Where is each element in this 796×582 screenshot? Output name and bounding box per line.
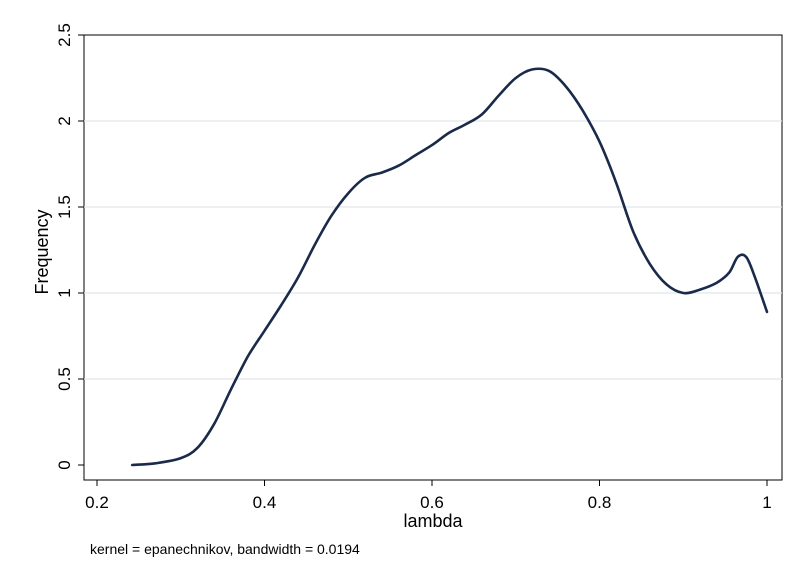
y-tick-label: 1: [55, 288, 74, 297]
x-tick-label: 0.2: [85, 493, 109, 512]
density-line: [130, 67, 769, 467]
y-axis-title: Frequency: [32, 209, 52, 294]
x-tick-label: 1: [762, 493, 771, 512]
x-tick-label: 0.8: [588, 493, 612, 512]
x-tick-label: 0.6: [420, 493, 444, 512]
x-axis-title: lambda: [403, 511, 463, 531]
y-tick-label: 0.5: [55, 367, 74, 391]
gridlines: [84, 120, 782, 380]
y-tick-label: 2.5: [55, 23, 74, 47]
x-tick-label: 0.4: [253, 493, 277, 512]
plot-area: [83, 34, 783, 481]
kernel-note: kernel = epanechnikov, bandwidth = 0.019…: [90, 541, 360, 557]
x-axis: 0.2 0.4 0.6 0.8 1: [85, 480, 772, 512]
y-tick-label: 1.5: [55, 195, 74, 219]
y-tick-label: 0: [55, 460, 74, 469]
y-tick-label: 2: [55, 116, 74, 125]
y-axis: 0 0.5 1 1.5 2 2.5: [55, 23, 84, 470]
